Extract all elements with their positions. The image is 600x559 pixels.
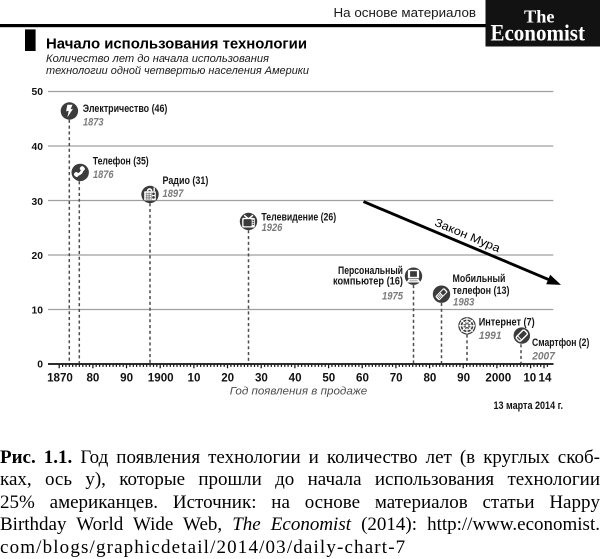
svg-text:30: 30 — [32, 197, 44, 208]
svg-text:Economist: Economist — [490, 20, 585, 45]
svg-text:1870: 1870 — [47, 372, 73, 385]
svg-text:1876: 1876 — [93, 169, 114, 181]
svg-text:0: 0 — [37, 360, 43, 371]
svg-text:Смартфон (2): Смартфон (2) — [532, 337, 590, 349]
svg-text:90: 90 — [457, 372, 470, 385]
svg-text:14: 14 — [539, 372, 552, 385]
svg-text:компьютер (16): компьютер (16) — [333, 275, 403, 287]
svg-text:1873: 1873 — [83, 116, 104, 128]
svg-text:Телевидение (26): Телевидение (26) — [261, 211, 336, 223]
svg-text:13 марта 2014 г.: 13 марта 2014 г. — [494, 400, 564, 412]
svg-text:Персональный: Персональный — [338, 265, 403, 277]
svg-text:Мобильный: Мобильный — [453, 273, 506, 285]
svg-text:60: 60 — [356, 372, 369, 385]
svg-text:2000: 2000 — [485, 372, 511, 385]
svg-text:40: 40 — [289, 372, 302, 385]
svg-text:50: 50 — [322, 372, 335, 385]
svg-text:На основе материалов: На основе материалов — [334, 5, 477, 20]
svg-text:80: 80 — [423, 372, 436, 385]
svg-text:Начало использования технологи: Начало использования технологии — [46, 36, 307, 52]
svg-text:2007: 2007 — [531, 350, 555, 362]
svg-text:1991: 1991 — [479, 330, 502, 342]
svg-text:30: 30 — [255, 372, 268, 385]
svg-text:Год появления в продаже: Год появления в продаже — [230, 385, 368, 397]
svg-text:1983: 1983 — [453, 297, 474, 309]
svg-text:Электричество (46): Электричество (46) — [83, 103, 168, 115]
svg-text:90: 90 — [120, 372, 133, 385]
svg-text:The: The — [524, 7, 555, 27]
svg-text:20: 20 — [32, 251, 44, 262]
svg-text:20: 20 — [221, 372, 234, 385]
svg-text:10: 10 — [32, 306, 44, 317]
svg-text:10: 10 — [188, 372, 201, 385]
svg-text:1900: 1900 — [148, 372, 174, 385]
svg-text:Интернет (7): Интернет (7) — [479, 316, 535, 328]
svg-text:1897: 1897 — [163, 188, 185, 200]
svg-text:Радио (31): Радио (31) — [163, 175, 209, 187]
svg-text:1975: 1975 — [382, 291, 404, 303]
svg-text:50: 50 — [32, 87, 44, 98]
svg-text:технологии одной четвертью нас: технологии одной четвертью населения Аме… — [46, 65, 309, 77]
svg-text:телефон (13): телефон (13) — [453, 285, 510, 297]
svg-text:70: 70 — [390, 372, 403, 385]
svg-text:Количество лет до начала испол: Количество лет до начала использования — [46, 53, 269, 65]
svg-text:80: 80 — [86, 372, 99, 385]
svg-text:Телефон (35): Телефон (35) — [93, 155, 149, 167]
svg-text:10: 10 — [523, 372, 536, 385]
svg-text:40: 40 — [32, 142, 44, 153]
svg-text:1926: 1926 — [262, 222, 284, 234]
